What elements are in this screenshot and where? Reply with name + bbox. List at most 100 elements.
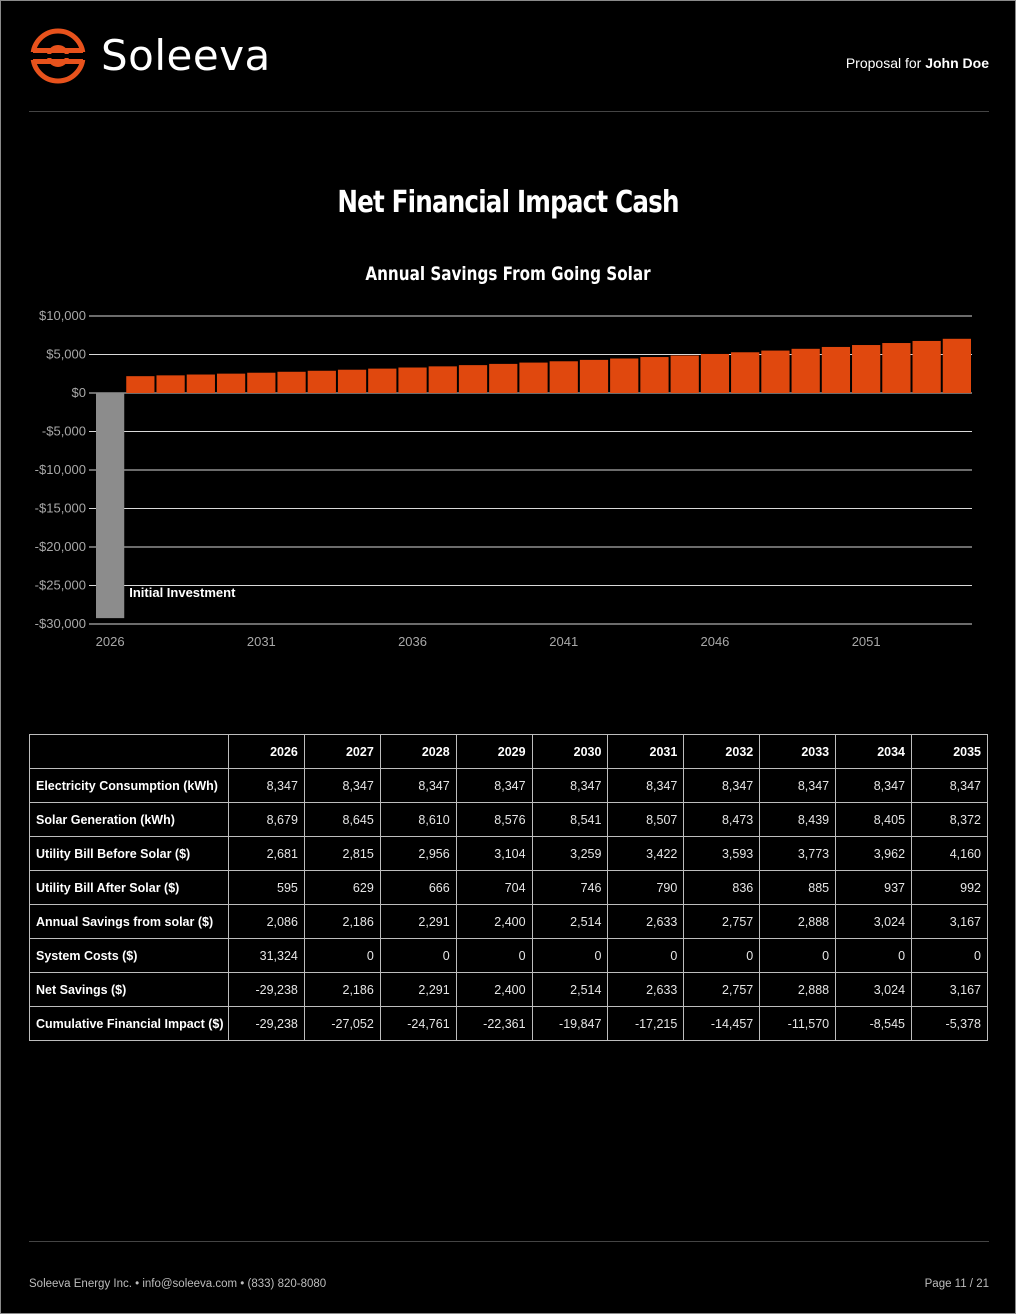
bar: [852, 345, 881, 393]
bar: [398, 367, 427, 393]
table-cell: 0: [759, 938, 837, 973]
table-cell: -27,052: [303, 1006, 381, 1041]
row-label: Annual Savings from solar ($): [29, 904, 229, 939]
table-cell: 8,645: [303, 802, 381, 837]
soleeva-logo-icon: [29, 28, 87, 84]
bar: [337, 369, 367, 393]
bar: [912, 340, 941, 393]
x-tick-label: 2041: [549, 634, 578, 649]
table-cell: 8,347: [228, 768, 305, 803]
table-cell: 8,347: [835, 768, 913, 803]
table-header-year: 2032: [683, 734, 761, 769]
table-cell: 3,024: [835, 904, 913, 939]
x-tick-label: 2026: [96, 634, 125, 649]
table-cell: 629: [303, 870, 381, 905]
table-cell: 8,439: [759, 802, 837, 837]
chart-title: Annual Savings From Going Solar: [365, 263, 651, 285]
table-cell: 3,104: [455, 836, 533, 871]
table-cell: 0: [683, 938, 761, 973]
table-cell: 595: [228, 870, 305, 905]
table-cell: 8,347: [303, 768, 381, 803]
table-header-year: 2031: [607, 734, 685, 769]
table-header-year: 2026: [228, 734, 305, 769]
table-cell: 8,347: [759, 768, 837, 803]
table-row: Net Savings ($) -29,238 2,186 2,291 2,400 2,5…: [29, 972, 988, 1007]
table-cell: -29,238: [228, 972, 305, 1007]
page-title: Net Financial Impact Cash: [337, 185, 679, 220]
table-row: Annual Savings from solar ($) 2,086 2,186 2…: [29, 904, 988, 939]
footer-contact: Soleeva Energy Inc. • info@soleeva.com •…: [29, 1278, 327, 1290]
financial-table: 2026 2027 2028 2029 2030 2031 2032 2033 2034 2035…: [29, 734, 988, 1041]
table-cell: 992: [911, 870, 988, 905]
table-cell: 0: [607, 938, 685, 973]
bar: [670, 355, 699, 393]
table-cell: 2,400: [455, 972, 533, 1007]
table-row: Cumulative Financial Impact ($) -29,238 -2…: [29, 1006, 988, 1041]
y-tick-label: $5,000: [46, 347, 86, 362]
initial-investment-label: Initial Investment: [129, 585, 236, 600]
table-cell: 2,400: [455, 904, 533, 939]
table-cell: 8,347: [607, 768, 685, 803]
table-cell: -17,215: [607, 1006, 685, 1041]
proposal-prefix: Proposal for: [845, 55, 922, 71]
bar: [126, 376, 155, 393]
table-cell: 2,888: [759, 972, 837, 1007]
table-cell: 8,679: [228, 802, 305, 837]
table-row: Utility Bill Before Solar ($) 2,681 2,815 2…: [29, 836, 988, 871]
bar: [761, 350, 790, 393]
table-cell: 8,372: [911, 802, 988, 837]
table-cell: -22,361: [455, 1006, 533, 1041]
table-cell: 746: [531, 870, 609, 905]
table-cell: 3,167: [911, 972, 988, 1007]
table-header-year: 2029: [455, 734, 533, 769]
table-cell: 3,259: [531, 836, 609, 871]
x-tick-label: 2046: [700, 634, 729, 649]
proposal-for: Proposal for John Doe: [846, 55, 989, 71]
bar: [731, 352, 760, 393]
table-cell: 2,815: [303, 836, 381, 871]
row-label: Utility Bill After Solar ($): [29, 870, 229, 905]
table-cell: 4,160: [911, 836, 988, 871]
x-tick-label: 2031: [247, 634, 276, 649]
table-cell: 0: [379, 938, 457, 973]
savings-bar-chart: $10,000 $5,000 $0 -$5,000 -$10,000 -$15,000 -$…: [35, 308, 972, 649]
row-label: System Costs ($): [29, 938, 229, 973]
table-cell: 3,962: [835, 836, 913, 871]
table-cell: 8,507: [607, 802, 685, 837]
table-cell: 885: [759, 870, 837, 905]
table-cell: -29,238: [228, 1006, 305, 1041]
table-header-year: 2027: [303, 734, 381, 769]
table-cell: 2,186: [303, 972, 381, 1007]
table-header-year: 2030: [531, 734, 609, 769]
table-cell: -24,761: [379, 1006, 457, 1041]
bar: [489, 363, 518, 393]
table-cell: 666: [379, 870, 457, 905]
bar: [942, 338, 971, 393]
table-cell: -5,378: [911, 1006, 988, 1041]
row-label: Utility Bill Before Solar ($): [29, 836, 229, 871]
table-cell: -8,545: [835, 1006, 913, 1041]
table-cell: 8,473: [683, 802, 761, 837]
bar: [458, 365, 488, 393]
bar: [791, 348, 820, 393]
table-cell: 8,347: [911, 768, 988, 803]
table-cell: 2,186: [303, 904, 381, 939]
bar: [156, 375, 185, 393]
table-row: Utility Bill After Solar ($) 595 629 666 704…: [29, 870, 988, 905]
table-cell: 8,347: [683, 768, 761, 803]
table-cell: 2,633: [607, 904, 685, 939]
bar: [610, 358, 639, 393]
table-cell: 8,347: [455, 768, 533, 803]
brand-name: Soleeva: [101, 31, 271, 80]
footer-divider: [29, 1241, 989, 1242]
table-header-blank: [29, 734, 229, 769]
bar: [882, 343, 911, 393]
y-tick-label: -$30,000: [35, 616, 86, 631]
table-cell: 8,405: [835, 802, 913, 837]
y-tick-label: -$10,000: [35, 462, 86, 477]
bar: [96, 393, 125, 619]
table-cell: 790: [607, 870, 685, 905]
row-label: Electricity Consumption (kWh): [29, 768, 229, 803]
table-cell: 0: [531, 938, 609, 973]
y-tick-label: -$25,000: [35, 578, 86, 593]
